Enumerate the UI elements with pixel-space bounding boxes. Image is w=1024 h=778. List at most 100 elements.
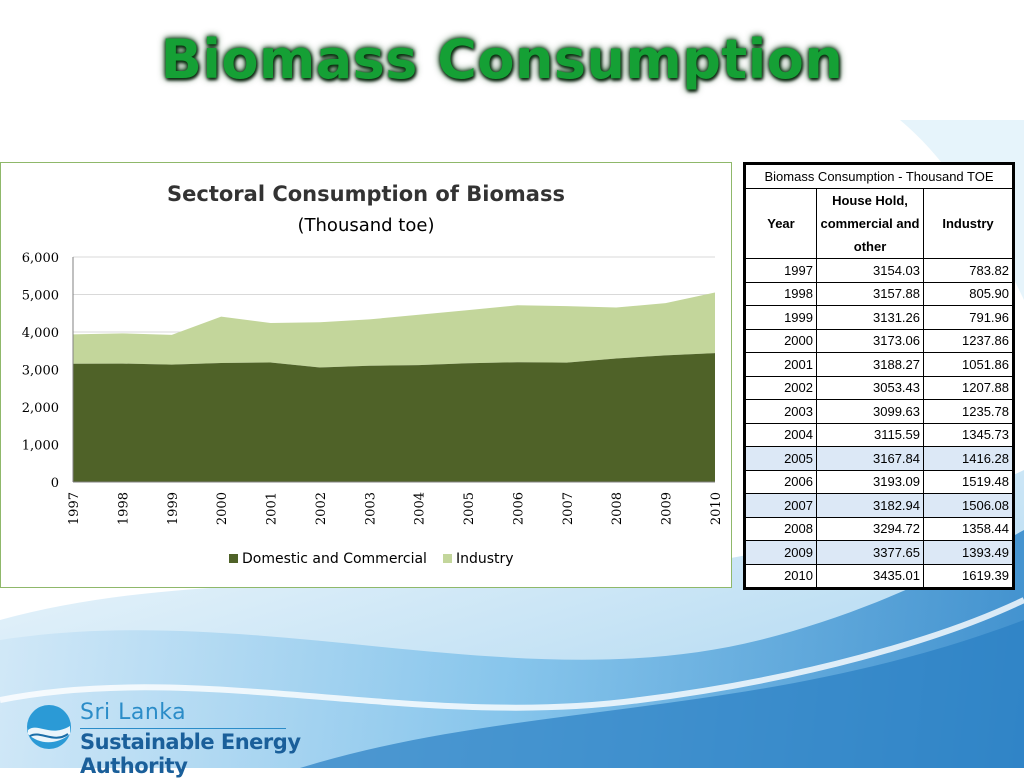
table-row: 2010 3435.01 1619.39 bbox=[745, 563, 1013, 588]
cell-household: 3154.03 bbox=[816, 258, 924, 283]
cell-household: 3182.94 bbox=[816, 493, 924, 518]
cell-year: 2010 bbox=[745, 563, 817, 588]
cell-household: 3167.84 bbox=[816, 446, 924, 471]
area-chart-panel: Sectoral Consumption of Biomass (Thousand… bbox=[0, 162, 732, 588]
cell-household: 3193.09 bbox=[816, 469, 924, 494]
cell-household: 3294.72 bbox=[816, 516, 924, 541]
table-row: 2008 3294.72 1358.44 bbox=[745, 516, 1013, 541]
area-chart: Sectoral Consumption of Biomass (Thousand… bbox=[22, 182, 724, 567]
x-tick-label: 2009 bbox=[660, 492, 675, 525]
y-tick-label: 5,000 bbox=[22, 289, 59, 304]
table-row: 2000 3173.06 1237.86 bbox=[745, 328, 1013, 353]
sea-logo: Sri Lanka Sustainable Energy Authority bbox=[26, 700, 386, 778]
cell-industry: 1393.49 bbox=[923, 540, 1013, 565]
series-area-domestic bbox=[73, 353, 715, 482]
legend-swatch-industry bbox=[443, 554, 452, 563]
cell-year: 2007 bbox=[745, 493, 817, 518]
cell-industry: 1345.73 bbox=[923, 422, 1013, 447]
cell-year: 1997 bbox=[745, 258, 817, 283]
legend-label-domestic: Domestic and Commercial bbox=[242, 551, 427, 567]
cell-household: 3188.27 bbox=[816, 352, 924, 377]
cell-household: 3131.26 bbox=[816, 305, 924, 330]
globe-wave-icon bbox=[27, 705, 71, 749]
header-household: House Hold, commercial and other bbox=[816, 188, 924, 259]
x-tick-label: 2001 bbox=[265, 492, 280, 525]
x-tick-label: 1998 bbox=[116, 492, 131, 525]
legend-label-industry: Industry bbox=[456, 551, 514, 567]
x-tick-label: 2008 bbox=[610, 492, 625, 525]
table-row: 2009 3377.65 1393.49 bbox=[745, 540, 1013, 565]
cell-industry: 783.82 bbox=[923, 258, 1013, 283]
chart-title: Sectoral Consumption of Biomass bbox=[167, 182, 565, 206]
cell-year: 2001 bbox=[745, 352, 817, 377]
y-tick-label: 4,000 bbox=[22, 326, 59, 341]
slide-title: Biomass Consumption bbox=[160, 28, 844, 91]
cell-industry: 805.90 bbox=[923, 281, 1013, 306]
chart-subtitle: (Thousand toe) bbox=[298, 215, 435, 236]
logo-country: Sri Lanka bbox=[80, 700, 187, 725]
y-tick-label: 1,000 bbox=[22, 439, 59, 454]
cell-industry: 791.96 bbox=[923, 305, 1013, 330]
cell-year: 2005 bbox=[745, 446, 817, 471]
table-row: 2001 3188.27 1051.86 bbox=[745, 352, 1013, 377]
x-tick-label: 2003 bbox=[363, 492, 378, 525]
cell-household: 3435.01 bbox=[816, 563, 924, 588]
x-tick-label: 2002 bbox=[314, 492, 329, 525]
table-row: 2004 3115.59 1345.73 bbox=[745, 422, 1013, 447]
cell-industry: 1519.48 bbox=[923, 469, 1013, 494]
cell-industry: 1506.08 bbox=[923, 493, 1013, 518]
cell-year: 2006 bbox=[745, 469, 817, 494]
y-tick-label: 2,000 bbox=[22, 401, 59, 416]
table-row: 2003 3099.63 1235.78 bbox=[745, 399, 1013, 424]
x-tick-label: 1999 bbox=[166, 492, 181, 525]
table-row: 1998 3157.88 805.90 bbox=[745, 281, 1013, 306]
logo-divider bbox=[80, 728, 286, 729]
cell-year: 1999 bbox=[745, 305, 817, 330]
y-tick-label: 0 bbox=[51, 476, 59, 491]
x-tick-label: 2007 bbox=[561, 492, 576, 525]
table-row: 1997 3154.03 783.82 bbox=[745, 258, 1013, 283]
cell-year: 2004 bbox=[745, 422, 817, 447]
x-tick-label: 2004 bbox=[413, 492, 428, 525]
table-caption: Biomass Consumption - Thousand TOE bbox=[745, 164, 1013, 189]
cell-year: 2000 bbox=[745, 328, 817, 353]
cell-household: 3173.06 bbox=[816, 328, 924, 353]
cell-industry: 1358.44 bbox=[923, 516, 1013, 541]
biomass-table: Biomass Consumption - Thousand TOE Year … bbox=[745, 164, 1013, 588]
cell-industry: 1237.86 bbox=[923, 328, 1013, 353]
table-row: 2005 3167.84 1416.28 bbox=[745, 446, 1013, 471]
table-row: 1999 3131.26 791.96 bbox=[745, 305, 1013, 330]
x-tick-label: 1997 bbox=[67, 492, 82, 525]
header-industry: Industry bbox=[923, 188, 1013, 259]
cell-household: 3157.88 bbox=[816, 281, 924, 306]
x-tick-label: 2010 bbox=[709, 492, 724, 525]
x-tick-label: 2005 bbox=[462, 492, 477, 525]
y-tick-label: 6,000 bbox=[22, 251, 59, 266]
cell-industry: 1235.78 bbox=[923, 399, 1013, 424]
cell-year: 2002 bbox=[745, 375, 817, 400]
cell-household: 3377.65 bbox=[816, 540, 924, 565]
data-table-panel: Biomass Consumption - Thousand TOE Year … bbox=[743, 162, 1015, 590]
logo-organization: Sustainable Energy Authority bbox=[80, 730, 301, 778]
cell-year: 2003 bbox=[745, 399, 817, 424]
cell-industry: 1619.39 bbox=[923, 563, 1013, 588]
series-area-industry bbox=[73, 292, 715, 368]
x-tick-label: 2006 bbox=[511, 492, 526, 525]
table-row: 2006 3193.09 1519.48 bbox=[745, 469, 1013, 494]
cell-year: 1998 bbox=[745, 281, 817, 306]
header-year: Year bbox=[745, 188, 817, 259]
cell-household: 3099.63 bbox=[816, 399, 924, 424]
y-tick-label: 3,000 bbox=[22, 364, 59, 379]
legend-swatch-domestic bbox=[229, 554, 238, 563]
cell-household: 3115.59 bbox=[816, 422, 924, 447]
cell-household: 3053.43 bbox=[816, 375, 924, 400]
cell-industry: 1416.28 bbox=[923, 446, 1013, 471]
cell-year: 2008 bbox=[745, 516, 817, 541]
table-row: 2002 3053.43 1207.88 bbox=[745, 375, 1013, 400]
x-tick-label: 2000 bbox=[215, 492, 230, 525]
cell-industry: 1207.88 bbox=[923, 375, 1013, 400]
cell-industry: 1051.86 bbox=[923, 352, 1013, 377]
table-row: 2007 3182.94 1506.08 bbox=[745, 493, 1013, 518]
cell-year: 2009 bbox=[745, 540, 817, 565]
